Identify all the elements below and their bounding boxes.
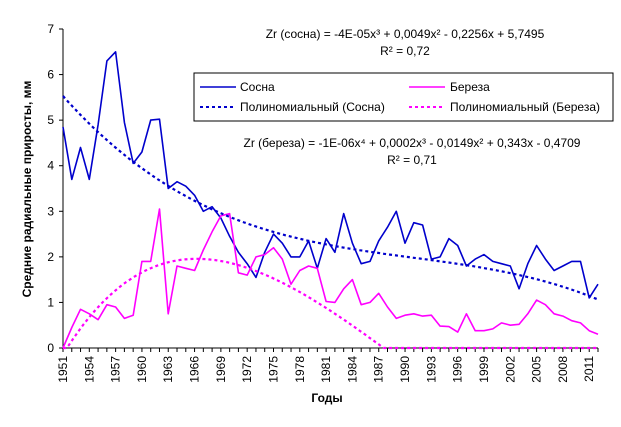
x-tick-label: 1996 [451, 356, 465, 383]
legend-label-birch-trend: Полиномиальный (Береза) [450, 100, 600, 114]
birch-r2: R² = 0,71 [387, 153, 437, 167]
x-tick-label: 1987 [372, 356, 386, 383]
trend-line-2 [62, 95, 599, 301]
x-tick-label: 2008 [556, 356, 570, 383]
y-axis-title: Средние радиальные приросты, мм [20, 80, 34, 297]
x-tick-label: 1990 [398, 356, 412, 383]
x-tick-label: 1969 [214, 356, 228, 383]
x-tick-label: 1960 [135, 356, 149, 383]
pine-r2: R² = 0,72 [380, 44, 430, 58]
y-tick-label: 0 [47, 341, 54, 355]
x-axis-ticks: 1951 1954 1957 1960 1963 1966 1969 1972 1975 1978… [56, 348, 599, 383]
y-tick-label: 5 [47, 113, 54, 127]
x-tick-label: 1999 [477, 356, 491, 383]
x-tick-label: 1975 [266, 356, 280, 383]
trend-line-3 [63, 257, 598, 350]
y-tick-label: 2 [47, 250, 54, 264]
x-tick-label: 2002 [503, 356, 517, 383]
x-tick-label: 1972 [240, 356, 254, 383]
x-tick-label: 2005 [530, 356, 544, 383]
x-tick-label: 1963 [161, 356, 175, 383]
series-line-1 [62, 208, 599, 349]
legend-box [193, 72, 614, 122]
x-tick-label: 1954 [82, 356, 96, 383]
legend-label-birch: Береза [450, 80, 490, 94]
x-tick-label: 1984 [345, 356, 359, 383]
x-tick-label: 1981 [319, 356, 333, 383]
series-layer [62, 50, 599, 350]
pine-equation: Zr (сосна) = -4E-05x³ + 0,0049x² - 0,225… [266, 27, 545, 41]
y-tick-label: 1 [47, 295, 54, 309]
y-tick-label: 3 [47, 204, 54, 218]
y-axis-ticks: 0 1 2 3 4 5 6 7 [47, 22, 63, 355]
x-tick-label: 1951 [56, 356, 70, 383]
legend-label-pine: Сосна [240, 80, 275, 94]
x-axis-title: Годы [311, 391, 342, 405]
x-tick-label: 1966 [188, 356, 202, 383]
y-tick-label: 7 [47, 22, 54, 36]
birch-equation: Zr (береза) = -1E-06x⁴ + 0,0002x³ - 0,01… [244, 136, 581, 150]
x-tick-label: 1993 [424, 356, 438, 383]
legend-label-pine-trend: Полиномиальный (Сосна) [240, 100, 385, 114]
x-tick-label: 2011 [582, 356, 596, 382]
legend: Сосна Береза Полиномиальный (Сосна) Поли… [193, 72, 614, 122]
x-tick-label: 1957 [109, 356, 123, 383]
x-tick-label: 1978 [293, 356, 307, 383]
y-tick-label: 6 [47, 68, 54, 82]
y-tick-label: 4 [47, 159, 54, 173]
